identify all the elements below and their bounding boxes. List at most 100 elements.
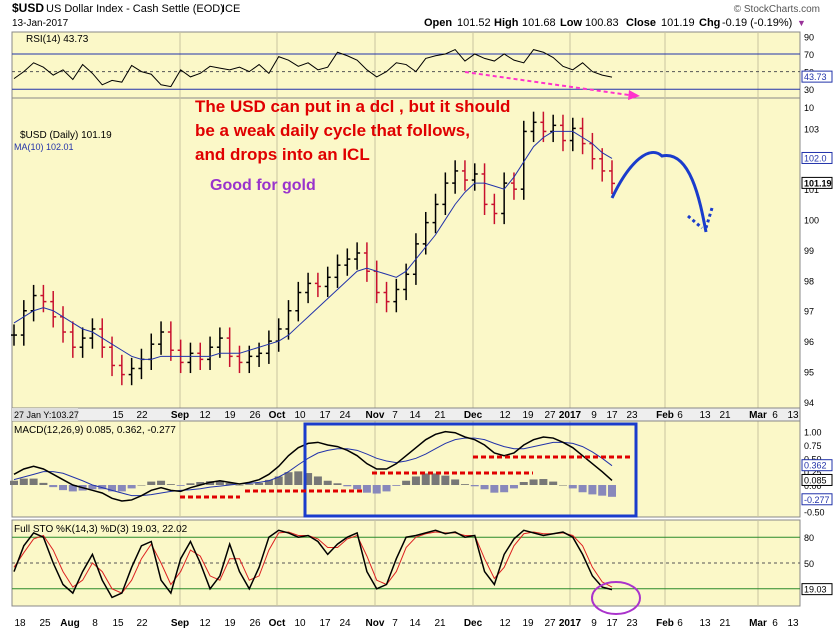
- macd-histogram-bar: [235, 485, 244, 486]
- bottom-axis-label: 2017: [559, 618, 582, 629]
- bottom-axis-label: 25: [39, 618, 51, 629]
- macd-histogram-bar: [19, 478, 28, 485]
- macd-line: [13, 430, 613, 502]
- macd-last-value: 0.085: [804, 475, 827, 485]
- ohlc-chg-label: Chg: [699, 17, 720, 29]
- panel-macd: [11, 420, 801, 518]
- macd-histogram-bar: [108, 485, 117, 492]
- ohlc-close: 101.19: [661, 17, 695, 29]
- ohlc-high: 101.68: [522, 17, 556, 29]
- ma-line: [13, 130, 613, 360]
- rsi-last-value: 43.73: [804, 72, 827, 82]
- rsi-tick-label: 10: [804, 103, 814, 113]
- macd-histogram-bar: [39, 482, 48, 485]
- bottom-axis-label: 21: [719, 618, 731, 629]
- macd-histogram-bar: [127, 485, 136, 489]
- sto-legend: Full STO %K(14,3) %D(3) 19.03, 22.02: [14, 524, 188, 535]
- macd-histogram-bar: [294, 471, 303, 485]
- macd-histogram-bar: [460, 484, 469, 485]
- macd-histogram-bar: [196, 482, 205, 485]
- price-legend: $USD (Daily) 101.19: [20, 130, 112, 141]
- macd-legend: MACD(12,26,9) 0.085, 0.362, -0.277: [14, 425, 176, 436]
- macd-histogram-bar: [245, 484, 254, 485]
- price-tick-label: 95: [804, 368, 814, 378]
- price-tick-label: 101: [804, 185, 819, 195]
- ohlc-low-label: Low: [560, 17, 582, 29]
- macd-histogram-bar: [147, 481, 156, 485]
- bottom-axis-label: Oct: [269, 618, 286, 629]
- macd-histogram-bar: [382, 485, 391, 492]
- macd-histogram-bar: [431, 473, 440, 485]
- rsi-tick-label: 90: [804, 32, 814, 42]
- annotation-gold: Good for gold: [210, 177, 316, 194]
- top-axis-label: 17: [319, 410, 331, 421]
- bottom-axis-label: 13: [787, 618, 799, 629]
- macd-histogram-bar: [49, 485, 58, 488]
- ma-last-badge: [801, 151, 833, 164]
- macd-histogram-bar: [392, 485, 401, 486]
- top-axis-label: 9: [591, 410, 597, 421]
- panel-price: [11, 97, 801, 409]
- macd-histogram-bar: [608, 485, 616, 497]
- price-tick-label: 97: [804, 307, 814, 317]
- top-axis-label: 13: [787, 410, 799, 421]
- price-tick-label: 96: [804, 337, 814, 347]
- macd-histogram-bar: [578, 485, 587, 493]
- price-tick-label: 94: [804, 398, 814, 408]
- macd-signal-line: [13, 437, 613, 497]
- macd-histogram-bar: [529, 479, 538, 485]
- top-axis-label: 21: [434, 410, 446, 421]
- ohlc-close-label: Close: [626, 17, 656, 29]
- macd-histogram-bar: [166, 484, 175, 485]
- stochastic-oversold-circle: [591, 581, 641, 615]
- macd-tick-label: 0.25: [804, 468, 822, 478]
- top-axis-label: 24: [339, 410, 351, 421]
- macd-histogram-bar: [157, 480, 166, 485]
- bottom-axis-label: 6: [677, 618, 683, 629]
- bottom-axis-label: 8: [92, 618, 98, 629]
- top-axis-label: Dec: [464, 410, 483, 421]
- macd-histogram-bar: [588, 485, 597, 495]
- sto-k-line: [13, 529, 613, 599]
- macd-histogram-bar: [274, 476, 283, 485]
- macd-histogram-bar: [500, 485, 509, 493]
- bottom-axis-label: 27: [544, 618, 556, 629]
- bottom-axis-label: 19: [522, 618, 534, 629]
- rsi-line: [13, 48, 613, 88]
- macd-histogram-bar: [558, 485, 567, 486]
- macd-last-badge: [801, 459, 833, 472]
- macd-tick-label: 1.00: [804, 428, 822, 438]
- watermark: © StockCharts.com: [734, 4, 820, 15]
- bottom-axis-label: Dec: [464, 618, 483, 629]
- macd-histogram-bar: [539, 479, 548, 485]
- top-axis-label: 10: [294, 410, 306, 421]
- top-axis-label: 21: [719, 410, 731, 421]
- annotation-line3: and drops into an ICL: [195, 145, 370, 164]
- macd-tick-label: 0.00: [804, 481, 822, 491]
- top-axis-label: 22: [136, 410, 148, 421]
- top-axis-label: 2017: [559, 410, 582, 421]
- dropdown-arrow-icon[interactable]: ▼: [797, 18, 806, 28]
- macd-histogram-bar: [284, 472, 293, 485]
- top-axis-label: Sep: [171, 410, 189, 421]
- top-axis-label: 6: [772, 410, 778, 421]
- macd-histogram-bar: [490, 485, 499, 493]
- price-tick-label: 103: [804, 124, 819, 134]
- bottom-axis-label: 26: [249, 618, 261, 629]
- macd-histogram-bar: [323, 480, 332, 485]
- macd-histogram-bar: [176, 485, 185, 486]
- top-axis-label: 12: [199, 410, 211, 421]
- macd-histogram-bar: [411, 476, 420, 485]
- macd-histogram-bar: [59, 485, 68, 491]
- rsi-last-badge: [801, 70, 833, 83]
- macd-histogram-bar: [255, 482, 264, 485]
- price-tick-label: 99: [804, 246, 814, 256]
- bottom-axis-label: Nov: [366, 618, 385, 629]
- top-axis-label: Mar: [749, 410, 767, 421]
- sto-last-badge: [801, 583, 833, 596]
- macd-histogram-bar: [353, 485, 362, 490]
- top-axis-label: 19: [522, 410, 534, 421]
- bottom-axis-label: Feb: [656, 618, 674, 629]
- macd-last-value: 0.362: [804, 461, 827, 471]
- macd-last-badge: [801, 493, 833, 506]
